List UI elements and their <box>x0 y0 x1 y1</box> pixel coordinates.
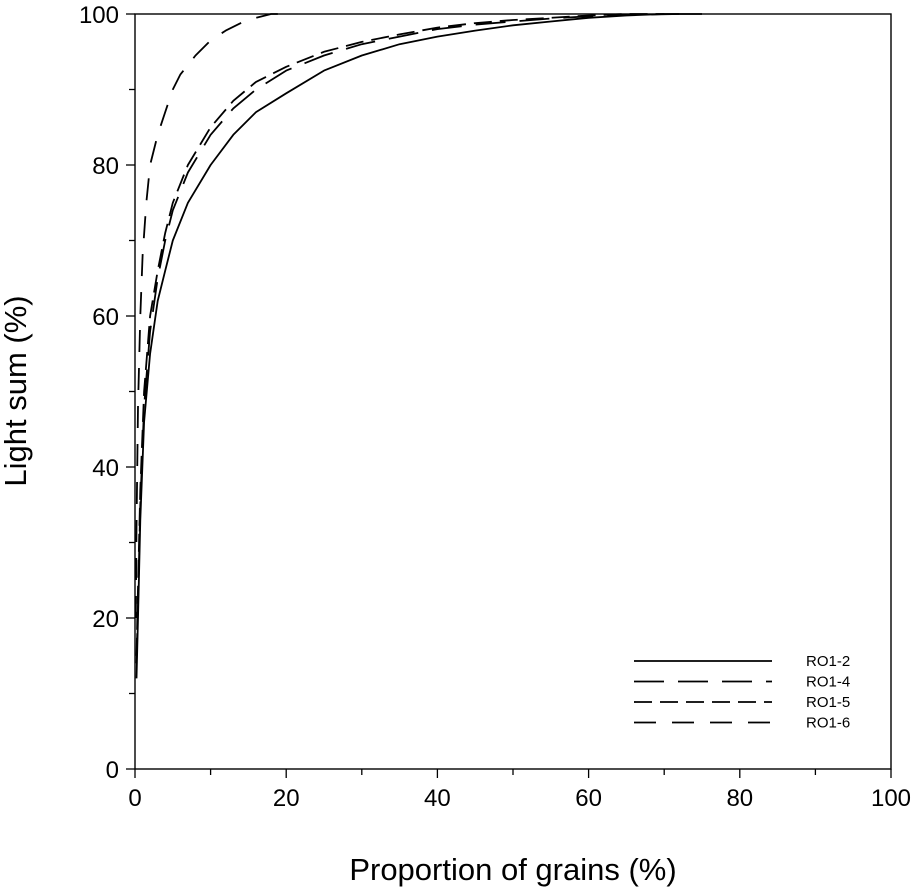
series-line-ro1-2 <box>135 13 702 679</box>
x-tick-label: 100 <box>871 785 911 812</box>
series-line-ro1-4 <box>135 13 680 664</box>
series-lines <box>134 13 702 679</box>
y-tick-label: 20 <box>92 606 119 633</box>
series-line-ro1-6 <box>134 13 287 619</box>
legend-label-ro1-6: RO1-6 <box>806 715 850 732</box>
y-tick-label: 80 <box>92 153 119 180</box>
x-tick-label: 60 <box>575 785 602 812</box>
y-tick-label: 60 <box>92 304 119 331</box>
x-axis-title: Proportion of grains (%) <box>349 852 676 887</box>
tick-labels: 0 20 40 60 80 100 0 20 40 60 80 100 <box>79 2 911 812</box>
tick-marks <box>126 13 892 778</box>
y-tick-label: 40 <box>92 455 119 482</box>
y-tick-label: 100 <box>79 2 119 29</box>
x-tick-label: 20 <box>273 785 300 812</box>
y-tick-label: 0 <box>106 757 119 784</box>
plot-frame <box>134 13 892 770</box>
x-tick-label: 0 <box>128 785 141 812</box>
x-tick-label: 80 <box>726 785 753 812</box>
y-axis-title: Light sum (%) <box>0 295 33 486</box>
legend-label-ro1-4: RO1-4 <box>806 674 850 691</box>
legend-label-ro1-2: RO1-2 <box>806 653 850 670</box>
legend-label-ro1-5: RO1-5 <box>806 694 850 711</box>
x-tick-label: 40 <box>424 785 451 812</box>
legend: RO1-2 RO1-4 RO1-5 RO1-6 <box>634 653 850 732</box>
series-line-ro1-5 <box>135 13 665 656</box>
